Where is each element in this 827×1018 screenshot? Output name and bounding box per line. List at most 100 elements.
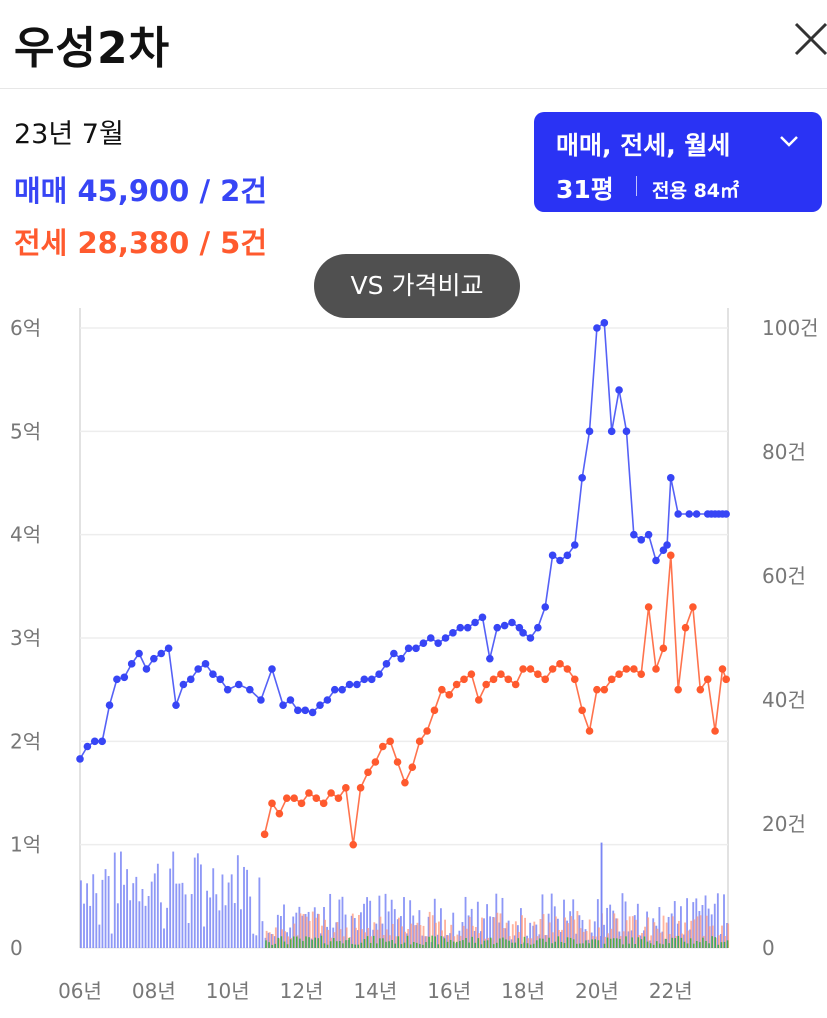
volume-bar-monthly [376, 943, 378, 948]
jeonse-price-point [356, 784, 365, 792]
sale-price-point [622, 427, 631, 436]
volume-bar-jeonse [428, 911, 431, 948]
volume-bar-jeonse [514, 921, 517, 948]
volume-bar-monthly [680, 937, 683, 948]
volume-bar-sale [621, 893, 624, 948]
volume-bar-monthly [502, 937, 504, 948]
volume-bar-sale [692, 902, 695, 948]
jeonse-price-point [497, 670, 505, 678]
volume-bar-sale [464, 896, 467, 948]
volume-bar-jeonse [413, 925, 416, 948]
volume-bar-jeonse [721, 925, 723, 948]
volume-bar-sale [270, 933, 273, 948]
volume-bar-monthly [622, 944, 624, 948]
sale-price-point [127, 660, 136, 668]
volume-bar-sale [636, 903, 639, 948]
sale-price-point [216, 675, 225, 684]
jeonse-price-point [430, 706, 439, 715]
price-compare-button[interactable]: VS 가격비교 [314, 254, 520, 318]
volume-bar-sale [661, 931, 664, 948]
volume-bar-jeonse [582, 931, 585, 948]
sale-price-point [234, 680, 243, 689]
y-left-tick-label: 5억 [10, 419, 41, 443]
volume-bar-monthly [585, 940, 587, 948]
volume-bar-monthly [523, 936, 526, 948]
volume-bar-monthly [511, 942, 513, 948]
jeonse-price-point [696, 685, 705, 694]
volume-bar-jeonse [284, 931, 286, 948]
volume-bar-sale [375, 923, 378, 948]
jeonse-price-point [393, 758, 402, 766]
volume-bar-jeonse [678, 920, 680, 948]
close-icon[interactable] [790, 18, 827, 60]
volume-bar-jeonse [511, 924, 514, 948]
trade-filter-button[interactable]: 매매, 전세, 월세 31평 전용 84㎡ [534, 112, 822, 212]
volume-bar-monthly [517, 938, 520, 948]
volume-bar-sale [92, 874, 95, 948]
volume-bar-sale [138, 901, 141, 948]
volume-bar-sale [335, 922, 338, 948]
x-tick-label: 16년 [427, 979, 471, 1003]
volume-bar-monthly [471, 936, 473, 948]
volume-bar-monthly [406, 935, 409, 948]
y-left-tick-label: 0 [10, 936, 23, 960]
volume-bar-sale [107, 876, 110, 948]
volume-bar-sale [301, 915, 304, 948]
volume-bar-sale [147, 896, 150, 948]
sale-price-point [426, 634, 435, 642]
volume-bar-jeonse [696, 916, 699, 948]
volume-bar-sale [584, 929, 587, 948]
volume-bar-jeonse [718, 935, 720, 948]
volume-bar-jeonse [573, 919, 576, 948]
volume-bar-sale [181, 882, 184, 948]
volume-bar-monthly [305, 936, 307, 948]
volume-bar-sale [200, 864, 202, 948]
jeonse-price-point [674, 685, 682, 694]
volume-bar-sale [338, 899, 341, 948]
volume-bar-sale [483, 918, 485, 948]
volume-bar-monthly [603, 943, 606, 948]
jeonse-price-point [290, 794, 298, 802]
sale-price-point [316, 701, 324, 709]
volume-bar-jeonse [705, 915, 708, 948]
volume-bar-sale [633, 915, 636, 948]
volume-bar-sale [80, 880, 82, 948]
volume-bar-jeonse [668, 934, 671, 948]
volume-bar-jeonse [585, 931, 588, 948]
volume-bar-jeonse [305, 916, 308, 948]
volume-bar-monthly [656, 941, 658, 948]
volume-bar-sale [655, 925, 658, 948]
volume-bar-sale [695, 898, 698, 948]
sale-price-point [637, 536, 646, 544]
sale-price-point [541, 603, 550, 611]
y-left-tick-label: 4억 [10, 523, 41, 547]
sale-price-point [338, 685, 346, 694]
volume-bar-jeonse [299, 913, 302, 948]
volume-bar-jeonse [438, 921, 440, 948]
volume-bar-monthly [345, 940, 347, 948]
volume-bar-monthly [612, 938, 615, 948]
volume-bar-jeonse [394, 936, 397, 948]
sale-price-point [367, 675, 376, 684]
volume-bar-monthly [431, 935, 433, 948]
volume-bar-sale [433, 898, 436, 948]
volume-bar-sale [255, 935, 258, 948]
volume-bar-monthly [499, 938, 501, 948]
volume-bar-sale [526, 935, 528, 948]
volume-bar-sale [341, 896, 344, 948]
volume-bar-monthly [277, 937, 280, 948]
volume-bar-monthly [674, 938, 676, 948]
y-right-tick-label: 60건 [762, 564, 806, 588]
volume-bar-jeonse [588, 919, 591, 948]
volume-bar-sale [350, 915, 353, 948]
volume-bar-monthly [597, 940, 600, 948]
volume-bar-jeonse [416, 922, 419, 948]
volume-bar-monthly [594, 939, 596, 948]
volume-bar-monthly [271, 944, 273, 948]
volume-bar-monthly [606, 937, 609, 948]
filter-separator [636, 176, 637, 196]
volume-bar-jeonse [431, 915, 434, 948]
volume-bar-sale [196, 853, 199, 948]
volume-bar-jeonse [373, 922, 376, 948]
volume-bar-sale [624, 901, 627, 948]
